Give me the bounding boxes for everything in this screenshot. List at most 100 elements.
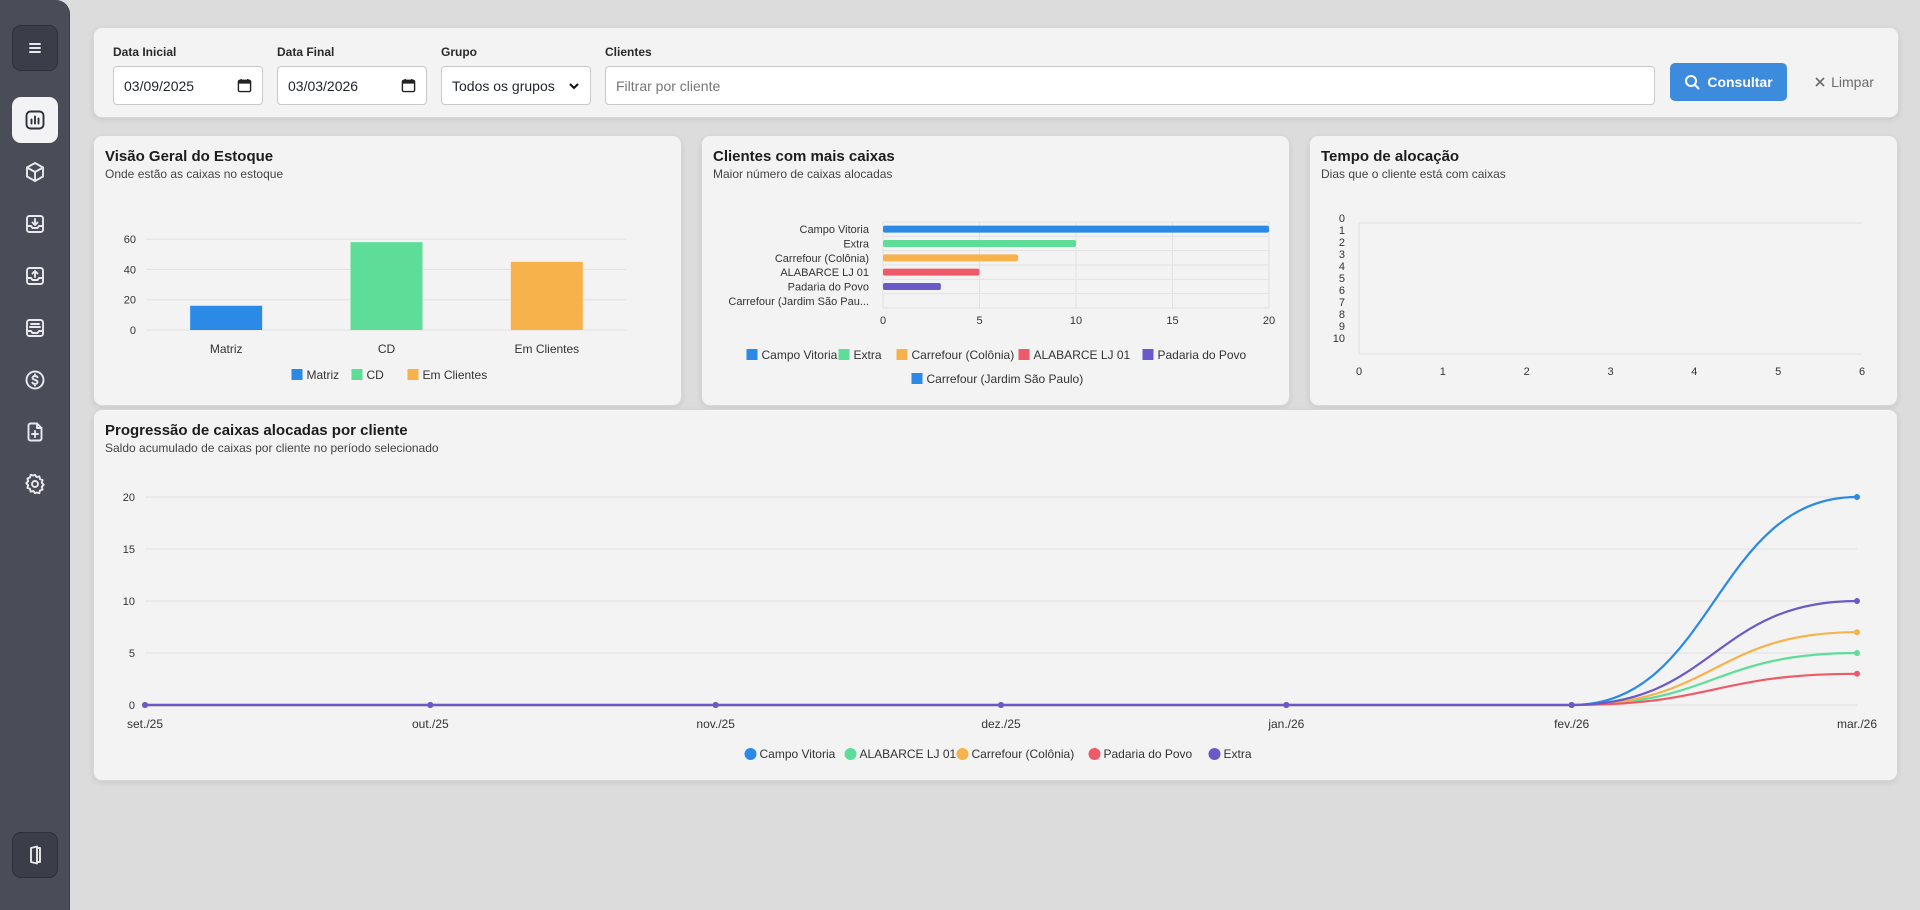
bar-client [883, 240, 1076, 247]
y-tick-label: 60 [124, 234, 136, 246]
x-tick-label: jan./26 [1267, 717, 1304, 731]
consultar-label: Consultar [1707, 74, 1773, 90]
sidebar-item-configuracoes[interactable] [12, 461, 58, 507]
x-tick-label: 0 [1356, 366, 1362, 378]
data-point [142, 702, 148, 708]
estoque-card: Visão Geral do Estoque Onde estão as cai… [93, 135, 682, 406]
progressao-title: Progressão de caixas alocadas por client… [105, 422, 408, 439]
y-tick-label: 9 [1339, 321, 1345, 333]
consultar-button[interactable]: Consultar [1670, 63, 1787, 101]
estoque-subtitle: Onde estão as caixas no estoque [105, 167, 284, 181]
calendar-icon[interactable] [401, 78, 416, 93]
legend-label: Carrefour (Colônia) [912, 348, 1015, 362]
data-point [1854, 650, 1860, 656]
y-tick-label: 0 [129, 700, 135, 712]
filter-panel: Data Inicial 03/09/2025 Data Final 03/03… [93, 27, 1899, 118]
y-tick-label: 8 [1339, 309, 1345, 321]
y-tick-label: 4 [1339, 261, 1345, 273]
y-tick-label: 40 [124, 264, 136, 276]
sidebar [0, 0, 70, 910]
y-tick-label: 2 [1339, 237, 1345, 249]
legend-swatch [844, 748, 857, 760]
y-tick-label: 0 [1339, 213, 1345, 225]
calendar-icon[interactable] [237, 78, 252, 93]
legend-label: Padaria do Povo [1158, 348, 1247, 362]
x-tick-label: 4 [1691, 366, 1697, 378]
legend-swatch [1142, 349, 1154, 360]
y-tick-label: Campo Vitoria [800, 224, 870, 236]
inbox-download-icon [26, 215, 44, 233]
sidebar-item-financeiro[interactable] [12, 357, 58, 403]
y-tick-label: Extra [843, 239, 870, 251]
grupo-select[interactable]: Todos os grupos [441, 66, 591, 105]
x-tick-label: 5 [1775, 366, 1781, 378]
estoque-bar-chart: 0 20 40 60 Matriz CD Em Clientes Matriz CD Em Cli… [124, 234, 627, 382]
tempo-title: Tempo de alocação [1321, 148, 1460, 165]
y-tick-label: 5 [129, 648, 135, 660]
search-icon [1685, 75, 1700, 90]
series-line-padaria-do-povo [145, 672, 1858, 707]
tempo-subtitle: Dias que o cliente está com caixas [1321, 167, 1506, 181]
y-tick-label: 10 [123, 596, 135, 608]
data-final-label: Data Final [277, 45, 335, 59]
progressao-line-chart: 0 5 10 15 20 set./25 out./25 nov./25 dez./25 jan.… [123, 492, 1878, 761]
dollar-icon [25, 370, 45, 390]
y-tick-label: Padaria do Povo [788, 282, 869, 294]
y-tick-label: 6 [1339, 285, 1345, 297]
data-inicial-input[interactable]: 03/09/2025 [113, 66, 263, 105]
y-tick-label: 5 [1339, 273, 1345, 285]
box-icon [26, 162, 44, 182]
clientes-search-input[interactable]: Filtrar por cliente [605, 66, 1655, 105]
progressao-card: Progressão de caixas alocadas por client… [93, 409, 1898, 781]
data-point [1854, 670, 1860, 677]
dashboard-icon [25, 110, 45, 130]
x-tick-label: 2 [1524, 366, 1530, 378]
data-point [1854, 629, 1860, 636]
clientes-placeholder: Filtrar por cliente [616, 77, 721, 94]
sidebar-item-entrada[interactable] [12, 201, 58, 247]
legend-label: Extra [854, 348, 882, 362]
legend-swatch [291, 369, 303, 380]
limpar-button[interactable]: Limpar [1804, 63, 1884, 101]
legend-swatch [956, 748, 969, 760]
legend-swatch [744, 748, 757, 760]
y-tick-label: 20 [123, 492, 135, 504]
legend-swatch [838, 349, 850, 360]
x-tick-label: 20 [1263, 315, 1275, 327]
clientes-hbar-chart: 0 5 10 15 20 Campo Vitoria Extra Carrefour (Col… [728, 221, 1275, 386]
logout-icon [30, 845, 41, 865]
bar-client [883, 225, 1269, 233]
menu-icon [29, 43, 41, 53]
limpar-label: Limpar [1831, 74, 1874, 90]
y-tick-label: 10 [1333, 333, 1345, 345]
legend-swatch [1208, 748, 1221, 760]
sidebar-item-documentos[interactable] [12, 409, 58, 455]
y-tick-label: 15 [123, 544, 135, 556]
logout-button[interactable] [12, 832, 58, 878]
data-final-input[interactable]: 03/03/2026 [277, 66, 427, 105]
data-point [1568, 702, 1575, 708]
data-point [427, 702, 434, 708]
file-plus-icon [27, 422, 43, 442]
tempo-card: Tempo de alocação Dias que o cliente est… [1309, 135, 1898, 406]
legend-label: Carrefour (Jardim São Paulo) [927, 372, 1084, 386]
sidebar-item-produtos[interactable] [12, 149, 58, 195]
data-point [712, 702, 719, 708]
menu-button[interactable] [12, 25, 58, 71]
data-point [1854, 598, 1860, 604]
sidebar-item-saida[interactable] [12, 253, 58, 299]
clientes-card: Clientes com mais caixas Maior número de… [701, 135, 1290, 406]
legend-label: Extra [1224, 747, 1252, 761]
legend-label: Padaria do Povo [1104, 747, 1193, 761]
clientes-title: Clientes com mais caixas [713, 148, 895, 165]
legend-label: ALABARCE LJ 01 [1034, 348, 1131, 362]
data-final-value: 03/03/2026 [288, 77, 359, 94]
sidebar-item-estoque[interactable] [12, 305, 58, 351]
data-inicial-label: Data Inicial [113, 45, 177, 59]
data-point [1854, 494, 1860, 500]
bar-client [883, 283, 941, 290]
bar-cd [350, 242, 423, 330]
sidebar-item-dashboard[interactable] [12, 97, 58, 143]
legend-label: ALABARCE LJ 01 [860, 747, 957, 761]
y-tick-label: 7 [1339, 297, 1345, 309]
